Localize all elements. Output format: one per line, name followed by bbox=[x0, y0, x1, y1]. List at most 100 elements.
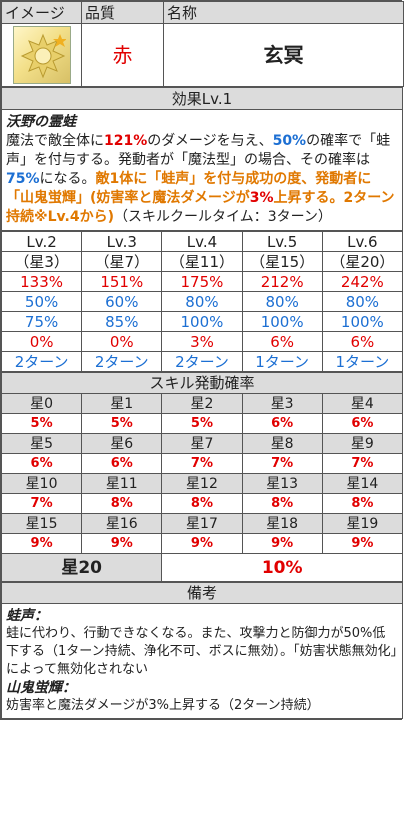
star-level-label: 星18 bbox=[241, 513, 323, 534]
level-magic-chance: 100% bbox=[241, 311, 323, 332]
level-duration: 1ターン bbox=[241, 351, 323, 372]
star-activation-rate: 9% bbox=[241, 533, 323, 554]
star-activation-rate: 6% bbox=[81, 453, 163, 474]
star-level-label: 星7 bbox=[161, 433, 243, 454]
notes-body: 蛙声： 蛙に代わり、行動できなくなる。また、攻撃力と防御力が50%低下する（1ター… bbox=[1, 603, 403, 719]
description-segment: になる。 bbox=[39, 171, 96, 187]
activation-table: スキル発動確率 星0 星1 星2 星3 星4 5% 5% 5% 6% 6% 星5 星6 星7 星8 星9 6%… bbox=[0, 372, 404, 582]
name-column-label: 名称 bbox=[163, 1, 404, 24]
note-title: 蛙声： bbox=[6, 608, 48, 624]
level-chance: 80% bbox=[321, 291, 404, 312]
description-segment: 敵1体に「蛙声」を付与成功の度、発動者に「山鬼蛍輝」(妨害率と魔法ダメージが bbox=[6, 171, 372, 206]
star-activation-rate: 8% bbox=[241, 493, 323, 514]
star-activation-rate: 6% bbox=[321, 413, 404, 434]
final-star-label: 星20 bbox=[0, 553, 163, 582]
description-segment: の確率で「蛙声」を付与する。発動者が「魔法型」の場合、その確率は bbox=[6, 133, 391, 168]
skill-sheet: イメージ 品質 名称 赤 玄冥 効果Lv.1 沃野の霊蛙 魔法で敵全体に121%… bbox=[0, 0, 404, 720]
star-activation-rate: 9% bbox=[321, 533, 404, 554]
level-label: Lv.6 bbox=[321, 231, 404, 252]
description-segment: （スキルクールタイム：3ターン） bbox=[113, 209, 332, 225]
note-text: 妨害率と魔法ダメージが3%上昇する（2ターン持続） bbox=[6, 698, 320, 713]
level-magic-chance: 85% bbox=[81, 311, 163, 332]
level-duration: 2ターン bbox=[161, 351, 243, 372]
level-label: Lv.3 bbox=[81, 231, 163, 252]
level-chance: 50% bbox=[0, 291, 83, 312]
star-level-label: 星16 bbox=[81, 513, 163, 534]
star-level-label: 星9 bbox=[321, 433, 404, 454]
level-star-requirement: （星7） bbox=[81, 251, 163, 272]
star-activation-rate: 8% bbox=[321, 493, 404, 514]
star-level-label: 星13 bbox=[241, 473, 323, 494]
note-title: 山鬼蛍輝： bbox=[6, 680, 76, 696]
level-star-requirement: （星3） bbox=[0, 251, 83, 272]
level-star-requirement: （星15） bbox=[241, 251, 323, 272]
level-damage: 151% bbox=[81, 271, 163, 292]
star-activation-rate: 9% bbox=[81, 533, 163, 554]
level-buff: 0% bbox=[0, 331, 83, 352]
star-level-label: 星10 bbox=[0, 473, 83, 494]
header-table: イメージ 品質 名称 赤 玄冥 bbox=[1, 1, 404, 87]
description-segment: 50% bbox=[272, 133, 307, 149]
star-activation-rate: 6% bbox=[0, 453, 83, 474]
level-chance: 80% bbox=[161, 291, 243, 312]
description-segment: 75% bbox=[6, 171, 40, 187]
level-duration: 1ターン bbox=[321, 351, 404, 372]
star-activation-rate: 5% bbox=[81, 413, 163, 434]
star-activation-rate: 7% bbox=[321, 453, 404, 474]
star-level-label: 星5 bbox=[0, 433, 83, 454]
effect-description: 沃野の霊蛙 魔法で敵全体に121%のダメージを与え、50%の確率で「蛙声」を付与… bbox=[1, 109, 403, 231]
description-segment: 3% bbox=[249, 190, 274, 206]
star-activation-rate: 5% bbox=[0, 413, 83, 434]
description-segment: 魔法で敵全体に bbox=[6, 133, 104, 149]
star-level-label: 星19 bbox=[321, 513, 404, 534]
level-damage: 133% bbox=[0, 271, 83, 292]
final-star-rate: 10% bbox=[161, 553, 403, 582]
description-segment: 121% bbox=[104, 133, 148, 149]
level-buff: 6% bbox=[241, 331, 323, 352]
level-label: Lv.5 bbox=[241, 231, 323, 252]
item-image-cell bbox=[1, 23, 82, 87]
level-label: Lv.4 bbox=[161, 231, 243, 252]
star-activation-rate: 5% bbox=[161, 413, 243, 434]
level-chance: 60% bbox=[81, 291, 163, 312]
level-buff: 0% bbox=[81, 331, 163, 352]
level-damage: 212% bbox=[241, 271, 323, 292]
description-segment: 上昇する。2ターン持続※Lv.4から) bbox=[6, 190, 395, 225]
star-level-label: 星0 bbox=[0, 393, 83, 414]
activation-heading: スキル発動確率 bbox=[1, 372, 403, 394]
level-duration: 2ターン bbox=[81, 351, 163, 372]
star-level-label: 星12 bbox=[161, 473, 243, 494]
level-chance: 80% bbox=[241, 291, 323, 312]
effect-heading: 効果Lv.1 bbox=[1, 87, 403, 110]
star-level-label: 星1 bbox=[81, 393, 163, 414]
level-label: Lv.2 bbox=[0, 231, 83, 252]
level-buff: 6% bbox=[321, 331, 404, 352]
level-damage: 175% bbox=[161, 271, 243, 292]
image-column-label: イメージ bbox=[1, 1, 82, 24]
level-magic-chance: 75% bbox=[0, 311, 83, 332]
star-activation-rate: 9% bbox=[161, 533, 243, 554]
quality-value: 赤 bbox=[81, 23, 164, 87]
star-level-label: 星15 bbox=[0, 513, 83, 534]
star-activation-rate: 7% bbox=[161, 453, 243, 474]
level-duration: 2ターン bbox=[0, 351, 83, 372]
star-activation-rate: 6% bbox=[241, 413, 323, 434]
quality-column-label: 品質 bbox=[81, 1, 164, 24]
description-segment: のダメージを与え、 bbox=[147, 133, 273, 149]
star-level-label: 星11 bbox=[81, 473, 163, 494]
star-activation-rate: 8% bbox=[161, 493, 243, 514]
skill-title: 沃野の霊蛙 bbox=[6, 114, 76, 130]
level-damage: 242% bbox=[321, 271, 404, 292]
level-magic-chance: 100% bbox=[321, 311, 404, 332]
notes-table: 備考 蛙声： 蛙に代わり、行動できなくなる。また、攻撃力と防御力が50%低下する（… bbox=[1, 582, 403, 719]
level-magic-chance: 100% bbox=[161, 311, 243, 332]
star-level-label: 星8 bbox=[241, 433, 323, 454]
star-activation-rate: 7% bbox=[241, 453, 323, 474]
skill-description-text: 魔法で敵全体に121%のダメージを与え、50%の確率で「蛙声」を付与する。発動者… bbox=[6, 132, 398, 227]
star-activation-rate: 9% bbox=[0, 533, 83, 554]
effect-table: 効果Lv.1 沃野の霊蛙 魔法で敵全体に121%のダメージを与え、50%の確率で… bbox=[1, 87, 403, 231]
star-activation-rate: 7% bbox=[0, 493, 83, 514]
notes-heading: 備考 bbox=[1, 582, 403, 604]
item-name: 玄冥 bbox=[163, 23, 404, 87]
star-level-label: 星6 bbox=[81, 433, 163, 454]
